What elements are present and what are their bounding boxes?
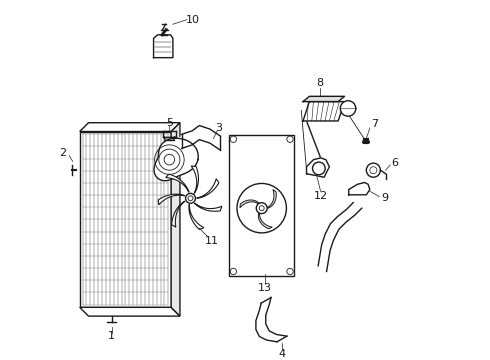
Polygon shape: [80, 307, 180, 316]
Text: 6: 6: [391, 158, 398, 168]
Bar: [81, 133, 170, 306]
Text: 13: 13: [258, 283, 272, 293]
Bar: [229, 135, 294, 276]
Text: 1: 1: [108, 331, 115, 341]
Text: 11: 11: [205, 235, 219, 246]
Text: 12: 12: [314, 190, 328, 201]
Circle shape: [256, 203, 267, 213]
Text: 9: 9: [381, 193, 389, 203]
Polygon shape: [191, 166, 198, 193]
Polygon shape: [349, 183, 370, 195]
Circle shape: [230, 136, 237, 143]
Polygon shape: [197, 179, 219, 198]
Circle shape: [237, 184, 287, 233]
Polygon shape: [307, 158, 329, 177]
Polygon shape: [80, 123, 180, 131]
Polygon shape: [153, 35, 173, 58]
Text: 2: 2: [59, 148, 67, 158]
Bar: [80, 131, 171, 307]
Polygon shape: [303, 96, 344, 102]
Circle shape: [313, 162, 325, 175]
Circle shape: [230, 268, 237, 275]
Polygon shape: [303, 102, 344, 121]
Circle shape: [186, 193, 196, 203]
Polygon shape: [171, 123, 180, 316]
Polygon shape: [158, 194, 185, 205]
Polygon shape: [172, 201, 185, 227]
Circle shape: [287, 136, 293, 143]
Text: 7: 7: [371, 120, 379, 130]
Text: 10: 10: [186, 15, 200, 25]
Text: 4: 4: [278, 349, 286, 359]
Circle shape: [287, 268, 293, 275]
Polygon shape: [267, 189, 276, 208]
Polygon shape: [189, 204, 204, 229]
Circle shape: [340, 101, 356, 116]
Polygon shape: [195, 203, 222, 211]
Circle shape: [367, 163, 380, 177]
Polygon shape: [258, 213, 272, 229]
Text: 3: 3: [215, 123, 222, 133]
Polygon shape: [166, 174, 189, 192]
Polygon shape: [240, 200, 259, 208]
Text: 8: 8: [317, 78, 324, 88]
Polygon shape: [154, 138, 198, 181]
Text: 5: 5: [166, 118, 173, 128]
